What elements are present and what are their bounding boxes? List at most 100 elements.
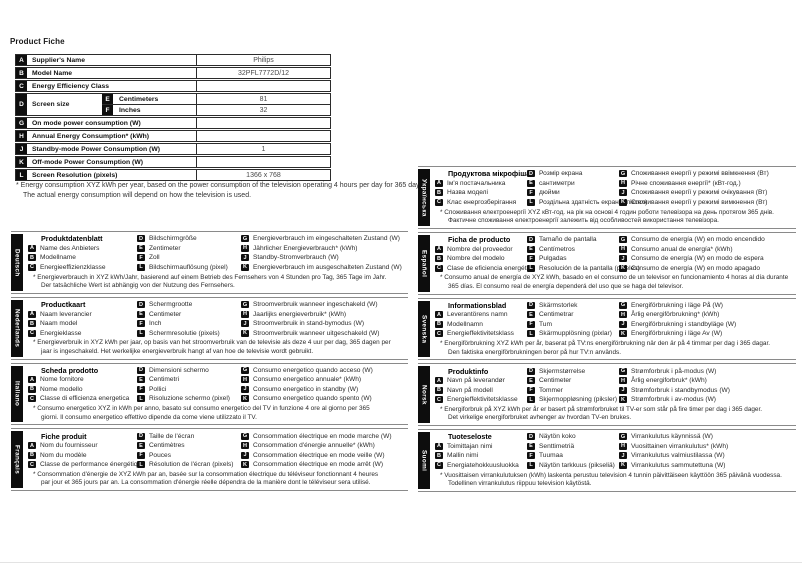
key-badge-g: G (241, 301, 249, 309)
row-key-badge: F (102, 105, 113, 115)
key-badge-k: K (619, 396, 627, 404)
row-value (196, 118, 330, 128)
spec-item-off-mode: K Consumo de energía (W) en modo apagado (619, 264, 796, 272)
spec-label: Resolución de la pantalla (píxeles) (539, 264, 640, 272)
spec-item-centimeters: E Centimètres (137, 442, 237, 450)
spec-label: Centimeter (149, 310, 182, 318)
spec-item-energy-class: C Energieeffizienzklasse (28, 263, 133, 271)
row-value (196, 81, 330, 91)
key-badge-e: E (527, 245, 535, 253)
row-label: Model Name (32, 69, 73, 77)
spec-label: Consumo de energía (W) en modo de espera (631, 255, 764, 263)
key-badge-f: F (137, 451, 145, 459)
key-badge-b: B (28, 451, 36, 459)
key-badge-b: B (28, 385, 36, 393)
spec-label: Stroomverbruik wanneer ingeschakeld (W) (253, 301, 378, 309)
spec-grid: Scheda prodotto D Dimensioni schermo G C… (28, 366, 408, 404)
row-label: Screen size (32, 101, 70, 108)
spec-item-model: B Nome modello (28, 385, 133, 393)
spec-label: Річне споживання енергії* (кВт-год.) (631, 179, 741, 187)
footnote-line-2: Todellinen virrankulutus riippuu televis… (448, 480, 592, 488)
footnote-line-1: * Energieverbrauch in XYZ kWh/Jahr, basi… (33, 273, 387, 281)
footnote-line-1: * Vuosittaisen virrankulutuksen (kWh) la… (440, 471, 782, 479)
spec-item-inches: F Pouces (137, 451, 237, 459)
spec-label: Résolution de l'écran (pixels) (149, 461, 234, 469)
spec-label: Consommation électrique en mode marche (… (253, 432, 392, 440)
footnote-line-2: 365 días. El consumo real de energía dep… (448, 282, 684, 290)
key-badge-e: E (137, 376, 145, 384)
table-row-screen-size: D Screen size E Centimeters 81 F Inches … (15, 93, 331, 116)
key-badge-l: L (137, 329, 145, 337)
spec-item-inches: F Inch (137, 320, 237, 328)
spec-item-centimeters: E Senttimetriä (527, 442, 615, 450)
spec-label: Nom du fournisseur (40, 442, 98, 450)
row-key-badge: B (16, 68, 27, 78)
spec-item-screen-size: D Dimensioni schermo (137, 366, 237, 374)
footnote-line-2: The actual energy consumption will depen… (23, 192, 252, 200)
key-badge-a: A (435, 377, 443, 385)
key-badge-l: L (527, 396, 535, 404)
spec-label: Consommation électrique en mode arrêt (W… (253, 461, 384, 469)
spec-label: Energieverbrauch im eingeschalteten Zust… (253, 235, 400, 243)
key-badge-h: H (241, 310, 249, 318)
key-badge-f: F (527, 452, 535, 460)
spec-item-resolution: L Skjermoppløsning (piksler) (527, 396, 618, 404)
key-badge-h: H (619, 179, 627, 187)
key-badge-j: J (241, 451, 249, 459)
spec-item-on-mode: G Consumo energetico quando acceso (W) (241, 366, 408, 374)
spec-label: Modellname (40, 254, 76, 262)
spec-label: Standby-Stromverbrauch (W) (253, 254, 339, 262)
key-badge-a: A (28, 442, 36, 450)
spec-grid: Informationsblad D Skärmstorlek G Energi… (435, 301, 796, 339)
key-badge-h: H (619, 377, 627, 385)
spec-item-annual-energy: H Jaarlijks energieverbruik* (kWh) (241, 310, 408, 318)
spec-item-resolution: L Résolution de l'écran (pixels) (137, 461, 237, 469)
spec-item-standby: J Strømforbruk i standbymodus (W) (619, 386, 796, 394)
row-value (196, 157, 330, 167)
key-badge-k: K (619, 330, 627, 338)
spec-item-centimeters: E Centimetrar (527, 311, 615, 319)
spec-label: Virrankulutus käynnissä (W) (631, 433, 713, 441)
key-badge-c: C (28, 263, 36, 271)
spec-item-model: B Modellnamn (435, 320, 523, 328)
spec-label: Consumo energetico quando acceso (W) (253, 366, 373, 374)
language-section: Italiano Scheda prodotto D Dimensioni sc… (11, 362, 408, 426)
key-badge-d: D (527, 367, 535, 375)
key-badge-b: B (435, 386, 443, 394)
footnote-line-2: Фактичне споживання електроенергії залеж… (448, 217, 719, 225)
footnote-line-1: * Consumo energetico XYZ in kWh per anno… (33, 405, 370, 413)
spec-item-supplier: A Navn på leverandør (435, 377, 523, 385)
spec-label: Centimètres (149, 442, 185, 450)
page-bottom-rule (0, 562, 802, 563)
spec-item-resolution: L Роздільна здатність екрана (піксел) (527, 198, 647, 206)
spec-item-screen-size: D Bildschirmgröße (137, 235, 237, 243)
key-badge-f: F (137, 320, 145, 328)
spec-label: Virrankulutus valmiustilassa (W) (631, 452, 725, 460)
spec-item-supplier: A Ім'я постачальника (435, 179, 523, 187)
key-badge-h: H (619, 245, 627, 253)
spec-label: Strømforbruk i av-modus (W) (631, 396, 716, 404)
spec-label: Schermgrootte (149, 301, 193, 309)
key-badge-b: B (435, 452, 443, 460)
spec-item-standby: J Stroomverbruik in stand-bymodus (W) (241, 320, 408, 328)
spec-label: Skjermoppløsning (piksler) (539, 396, 618, 404)
spec-item-screen-size: D Розмір екрана (527, 170, 615, 178)
section-footnote: * Energiförbrukning XYZ kWh per år, base… (435, 340, 796, 357)
product-fiche-table: A Supplier's Name Philips B Model Name 3… (15, 54, 331, 182)
row-value: 1 (196, 144, 330, 154)
key-badge-c: C (435, 461, 443, 469)
table-row: J Standby-mode Power Consumption (W) 1 (15, 143, 331, 155)
key-badge-k: K (241, 395, 249, 403)
footnote-line-1: * Energy consumption XYZ kWh per year, b… (16, 182, 425, 189)
spec-label: Dimensioni schermo (149, 366, 209, 374)
key-badge-e: E (137, 310, 145, 318)
row-key-badge: G (16, 118, 27, 128)
section-footnote: * Energieverbrauch in XYZ kWh/Jahr, basi… (28, 274, 408, 291)
key-badge-d: D (527, 170, 535, 178)
spec-label: Navn på modell (447, 386, 493, 394)
section-footnote: * Energieverbruik in XYZ kWh per jaar, o… (28, 339, 408, 356)
spec-label: Pouces (149, 451, 171, 459)
spec-label: Tamaño de pantalla (539, 236, 597, 244)
key-badge-f: F (527, 189, 535, 197)
